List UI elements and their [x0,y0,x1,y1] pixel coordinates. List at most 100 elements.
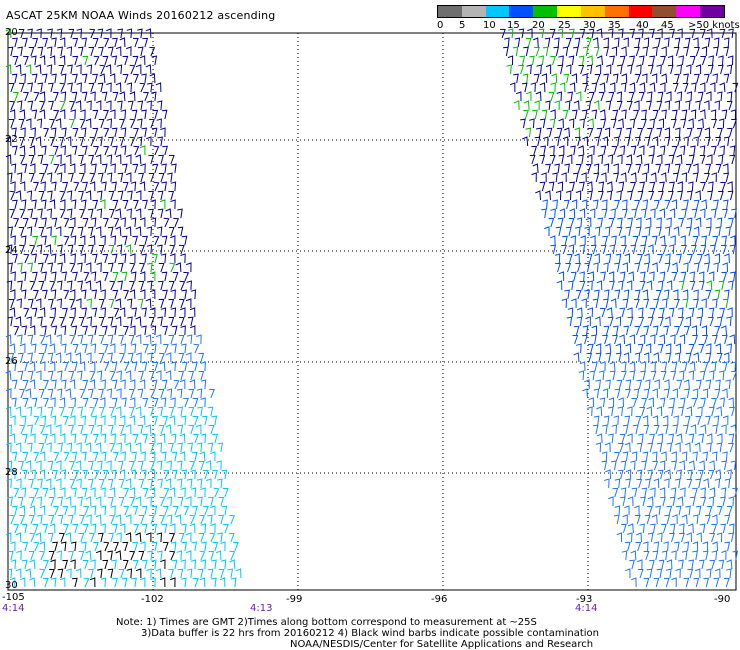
wind-barb-268 [19,181,26,192]
legend-labels: 0 5 10 15 20 25 30 35 40 45 >50 knots [437,20,740,32]
wind-barb-275 [89,181,96,192]
wind-barb-2160 [692,514,699,525]
wind-barb-1009 [149,514,155,525]
wind-barb-774 [180,415,187,426]
wind-barb-2096 [687,469,693,480]
wind-barb-1258 [596,55,603,66]
wind-barb-1353 [646,91,653,102]
wind-barb-1196 [669,28,675,39]
wind-barb-1214 [614,37,620,48]
wind-barb-1287 [656,64,662,75]
wind-barb-1839 [658,316,664,327]
wind-barb-1601 [634,199,641,210]
wind-barb-1946 [605,379,611,390]
wind-barb-1513 [545,163,551,174]
wind-barb-208 [93,145,99,156]
wind-barb-1246 [701,46,708,57]
wind-barb-1553 [548,181,555,192]
wind-barb-1825 [688,307,695,318]
wind-barb-1922 [681,361,688,372]
wind-barb-21 [72,37,79,48]
wind-barb-1142 [107,568,114,579]
wind-barb-2174 [720,523,727,534]
wind-barb-1034 [170,523,176,533]
wind-barb-1338 [719,82,726,93]
wind-barb-1852 [623,325,630,336]
wind-barb-1468 [715,136,722,147]
wind-barb-1896 [573,352,580,363]
wind-barb-716 [11,397,17,408]
wind-barb-1817 [606,307,613,318]
wind-barb-1257 [587,55,593,66]
wind-barb-176 [92,127,99,138]
wind-barb-1654 [584,226,590,237]
wind-barb-743 [77,406,84,417]
wind-barb-314 [142,199,148,210]
wind-barb-816 [179,433,186,444]
wind-barb-1195 [657,28,663,39]
wind-barb-1845 [716,316,723,327]
wind-barb-666 [116,370,122,381]
wind-barb-1022 [49,523,56,534]
wind-barb-1240 [642,46,649,57]
wind-barb-1122 [141,559,148,570]
wind-barb-1375 [646,100,652,111]
wind-barb-574 [180,325,186,336]
wind-barb-180 [133,127,139,138]
wind-barb-804 [59,433,66,444]
wind-barb-745 [98,407,105,417]
wind-barb-222 [65,154,72,165]
wind-barb-1448 [727,127,733,138]
wind-barb-342 [70,217,76,228]
wind-barb-1241 [652,46,658,57]
wind-barb-559 [29,325,36,336]
wind-barb-661 [68,370,75,381]
wind-barb-2169 [669,523,676,534]
wind-barb-2216 [678,559,684,570]
wind-barb-216 [5,154,12,165]
wind-barb-1742 [722,262,728,273]
legend-swatch-7 [604,6,629,17]
wind-barb-1673 [590,235,596,245]
wind-barb-1115 [70,559,76,570]
wind-barb-1664 [685,226,692,237]
wind-barb-2239 [693,577,700,588]
wind-barb-1750 [628,271,635,282]
wind-barb-2020 [611,424,618,435]
wind-barb-1267 [689,55,696,66]
wind-barb-681 [69,379,76,390]
wind-barb-985 [132,505,139,516]
wind-barb-1883 [605,343,612,354]
wind-barb-265 [158,173,165,183]
wind-barb-453 [102,272,109,282]
wind-barb-359 [68,226,75,237]
wind-barb-1313 [694,73,700,84]
wind-barb-1339 [732,82,739,93]
wind-barb-812 [142,433,148,444]
wind-barb-1274 [526,64,532,75]
wind-barb-1426 [718,118,725,129]
wind-barb-1735 [652,262,658,273]
wind-barb-752 [168,406,175,417]
wind-barb-796 [188,424,195,435]
wind-barb-947 [190,487,197,498]
wind-barb-1840 [665,316,671,327]
wind-barb-1127 [190,559,197,570]
wind-barb-476 [146,280,153,291]
wind-barb-1931 [609,370,616,381]
wind-barb-261 [117,172,124,183]
wind-barb-1431 [556,127,563,138]
wind-barb-1436 [604,127,611,138]
wind-barb-1868 [619,334,626,345]
wind-barb-1614 [569,208,576,219]
wind-barb-1398 [661,109,667,120]
wind-barb-2087 [730,460,737,471]
wind-barb-746 [109,406,115,417]
wind-barb-491 [112,289,119,300]
wind-barb-1002 [79,514,85,525]
wind-barb-1300 [563,73,570,84]
wind-barb-1548 [692,172,699,183]
wind-barb-1532 [531,172,537,183]
wind-barb-72 [135,64,142,75]
legend-label-10: 10 [483,20,496,31]
